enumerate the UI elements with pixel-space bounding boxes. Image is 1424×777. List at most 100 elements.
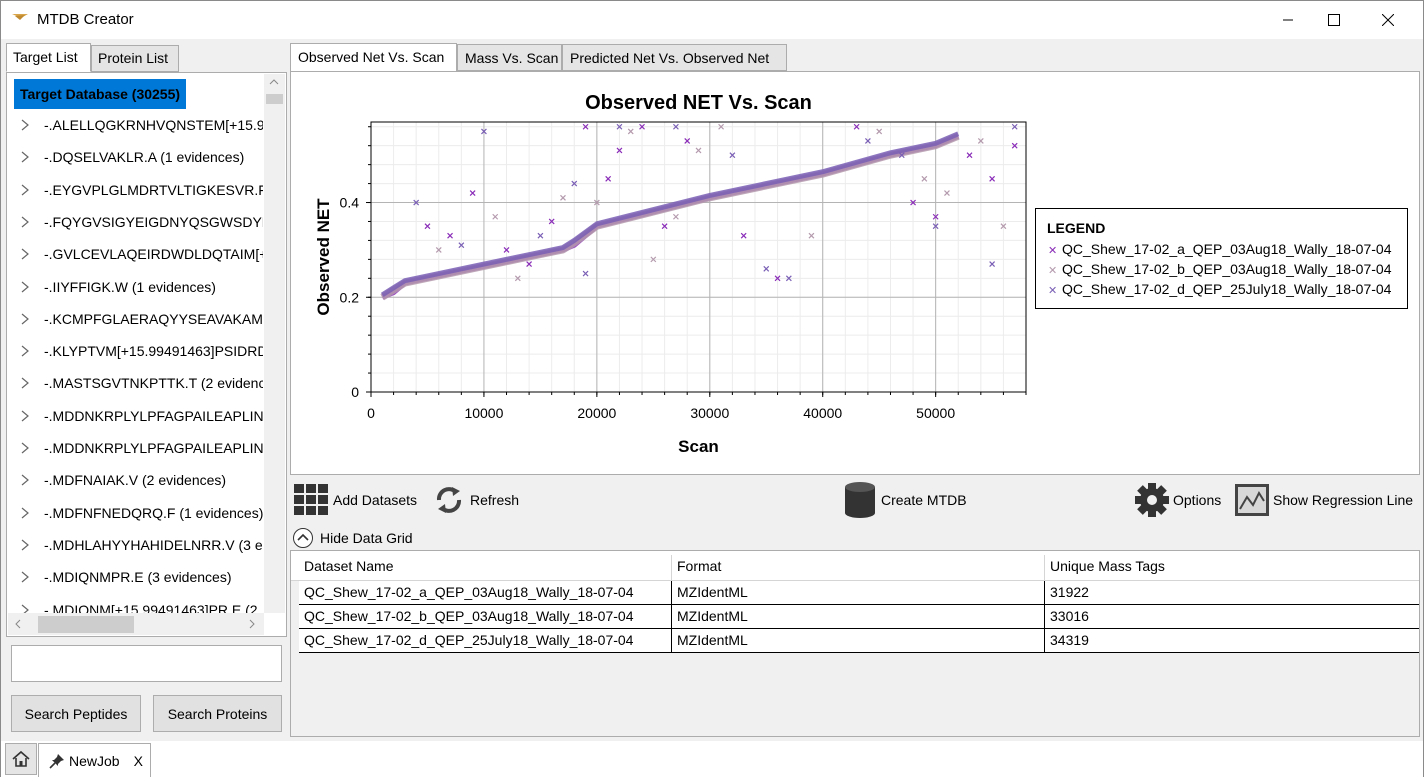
tree-item[interactable]: -.MDHLAHYYHAHIDELNRR.V (3 e [8, 531, 263, 563]
x-axis-label: Scan [678, 437, 719, 456]
close-button[interactable] [1365, 1, 1411, 39]
tree-item[interactable]: -.FQYGVSIGYEIGDNYQSGWSDYHT [8, 208, 263, 240]
tab-mass-vs-scan[interactable]: Mass Vs. Scan [457, 44, 562, 71]
tree-item[interactable]: -.MDFNFNEDQRQ.F (1 evidences) [8, 499, 263, 531]
tree-item[interactable]: -.MDIQNMPR.E (3 evidences) [8, 563, 263, 595]
tree-vertical-scrollbar[interactable] [264, 74, 285, 613]
tree-item[interactable]: -.DQSELVAKLR.A (1 evidences) [8, 143, 263, 175]
expand-arrow-icon[interactable] [20, 474, 30, 486]
data-point [785, 275, 792, 282]
data-point [977, 138, 984, 144]
database-icon [845, 482, 875, 518]
tree-item[interactable]: -.MASTSGVTNKPTTK.T (2 evidenc [8, 369, 263, 401]
maximize-button[interactable] [1311, 1, 1357, 39]
add-datasets-button[interactable]: Add Datasets [294, 480, 417, 520]
grid-icon [294, 484, 328, 515]
create-mtdb-button[interactable]: Create MTDB [843, 480, 967, 520]
tab-predicted-net-vs-observed-net[interactable]: Predicted Net Vs. Observed Net [562, 44, 787, 71]
scroll-up-icon[interactable] [269, 79, 279, 85]
gear-icon [1135, 483, 1169, 517]
line-chart-icon [1235, 484, 1269, 516]
tree-item[interactable]: -.ALELLQGKRNHVQNSTEM[+15.9 [8, 111, 263, 143]
expand-arrow-icon[interactable] [20, 442, 30, 454]
x-tick-label: 40000 [803, 405, 842, 421]
expand-arrow-icon[interactable] [20, 539, 30, 551]
scroll-left-icon[interactable] [14, 619, 22, 629]
tree-horizontal-scrollbar[interactable] [8, 613, 264, 635]
table-row[interactable]: QC_Shew_17-02_b_QEP_03Aug18_Wally_18-07-… [299, 605, 1419, 629]
table-row[interactable]: QC_Shew_17-02_d_QEP_25July18_Wally_18-07… [299, 629, 1419, 653]
expand-arrow-icon[interactable] [20, 281, 30, 293]
column-header-dataset-name[interactable]: Dataset Name [299, 555, 672, 581]
job-tab-close-button[interactable]: X [133, 752, 143, 769]
search-proteins-button[interactable]: Search Proteins [153, 695, 282, 732]
expand-arrow-icon[interactable] [20, 313, 30, 325]
expand-arrow-icon[interactable] [20, 184, 30, 196]
data-point [763, 265, 770, 272]
expand-arrow-icon[interactable] [20, 119, 30, 131]
data-point [514, 275, 521, 282]
data-point [639, 123, 645, 130]
tree-item[interactable]: -.MDDNKRPLYLPFAGPAILEAPLINK [8, 402, 263, 434]
tree-item[interactable]: -.GVLCEVLAQEIRDWDLDQTAIM[+ [8, 240, 263, 272]
search-input[interactable] [11, 645, 282, 682]
data-point [808, 232, 815, 239]
data-point [526, 261, 533, 268]
data-point [413, 199, 420, 206]
chart-legend: LEGEND ✕ QC_Shew_17-02_a_QEP_03Aug18_Wall… [1035, 208, 1408, 309]
data-point [492, 213, 499, 220]
cell-unique-mass-tags: 31922 [1050, 584, 1089, 600]
show-regression-line-button[interactable]: Show Regression Line [1234, 480, 1413, 520]
hide-data-grid-toggle[interactable]: Hide Data Grid [292, 526, 413, 550]
expand-arrow-icon[interactable] [20, 216, 30, 228]
tree-root-node[interactable]: Target Database (30255) [14, 79, 187, 109]
data-point [458, 242, 465, 249]
data-point [582, 270, 589, 277]
job-tab[interactable]: NewJob X [38, 743, 151, 777]
chart-title: Observed NET Vs. Scan [585, 92, 812, 114]
column-header-unique-mass-tags[interactable]: Unique Mass Tags [1050, 558, 1165, 574]
refresh-button[interactable]: Refresh [432, 480, 519, 520]
tree-item[interactable]: -.EYGVPLGLMDRTVLTIGKESVR.F (1 [8, 176, 263, 208]
expand-arrow-icon[interactable] [20, 248, 30, 260]
tree-item[interactable]: -.IIYFFIGK.W (1 evidences) [8, 273, 263, 305]
tree-item-label: -.MDDNKRPLYLPFAGPAILEAPLINK [44, 407, 263, 424]
column-header-format[interactable]: Format [672, 555, 1045, 581]
tree-item[interactable]: -.MDIQNM[+15.99491463]PR.E (2 [8, 596, 263, 614]
table-row[interactable]: QC_Shew_17-02_a_QEP_03Aug18_Wally_18-07-… [299, 581, 1419, 605]
tree-item[interactable]: -.KCMPFGLAERAQYYSEAVAKAMT [8, 305, 263, 337]
expand-arrow-icon[interactable] [20, 507, 30, 519]
tab-protein-list[interactable]: Protein List [91, 45, 179, 72]
expand-arrow-icon[interactable] [20, 410, 30, 422]
tab-observed-net-vs-scan[interactable]: Observed Net Vs. Scan [290, 43, 457, 72]
job-tab-bar: NewJob X [1, 741, 1423, 777]
options-button[interactable]: Options [1134, 480, 1221, 520]
expand-arrow-icon[interactable] [20, 151, 30, 163]
home-tab[interactable] [5, 743, 37, 775]
tab-target-list[interactable]: Target List [6, 43, 91, 72]
search-peptides-button[interactable]: Search Peptides [11, 695, 141, 732]
vertical-scroll-thumb[interactable] [266, 94, 283, 104]
data-point [684, 138, 691, 144]
job-tab-label: NewJob [69, 752, 120, 769]
data-point [774, 275, 781, 282]
data-point [481, 128, 487, 135]
horizontal-scroll-thumb[interactable] [38, 616, 134, 633]
data-point [864, 138, 871, 144]
tree-item[interactable]: -.KLYPTVM[+15.99491463]PSIDRD [8, 337, 263, 369]
legend-item: ✕ QC_Shew_17-02_b_QEP_03Aug18_Wally_18-07… [1048, 261, 1392, 277]
scroll-right-icon[interactable] [248, 619, 256, 629]
data-point [616, 123, 623, 130]
action-toolbar: Add Datasets Refresh Create MTDB [290, 475, 1420, 525]
data-point [944, 190, 950, 196]
expand-arrow-icon[interactable] [20, 345, 30, 357]
minimize-button[interactable] [1265, 1, 1311, 39]
tree-item[interactable]: -.MDDNKRPLYLPFAGPAILEAPLINK [8, 434, 263, 466]
expand-arrow-icon[interactable] [20, 604, 30, 614]
expand-arrow-icon[interactable] [20, 571, 30, 583]
data-point [740, 232, 747, 239]
expand-arrow-icon[interactable] [20, 377, 30, 389]
data-point [932, 223, 939, 230]
tree-item[interactable]: -.MDFNAIAK.V (2 evidences) [8, 466, 263, 498]
data-point [853, 123, 860, 130]
